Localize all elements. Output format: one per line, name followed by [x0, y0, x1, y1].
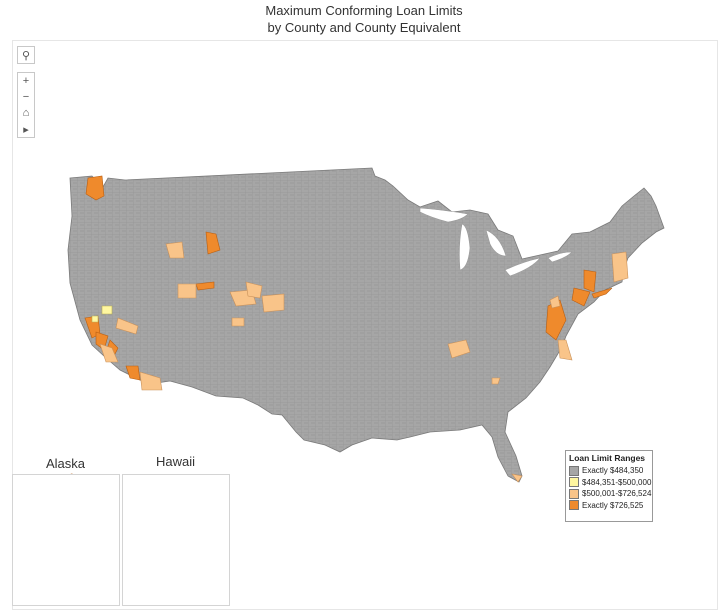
legend-swatch [569, 488, 579, 499]
alaska-label: Alaska [46, 456, 86, 471]
title-line-1: Maximum Conforming Loan Limits [265, 3, 463, 18]
legend: Loan Limit Ranges Exactly $484,350 $484,… [565, 450, 653, 522]
title-line-2: by County and County Equivalent [267, 20, 461, 35]
map-title: Maximum Conforming Loan Limits by County… [0, 2, 728, 36]
high-cost-counties[interactable] [84, 175, 613, 381]
zoom-out-button[interactable]: − [22, 91, 30, 103]
legend-label: $484,351-$500,000 [582, 477, 652, 487]
alaska-inset-frame [12, 474, 120, 606]
legend-item[interactable]: Exactly $484,350 [569, 465, 652, 477]
search-icon[interactable]: ⚲ [21, 49, 31, 62]
map-frame [12, 40, 718, 610]
home-icon[interactable]: ⌂ [22, 107, 30, 119]
zoom-in-button[interactable]: + [22, 75, 30, 87]
legend-label: Exactly $726,525 [582, 500, 644, 510]
legend-item[interactable]: $484,351-$500,000 [569, 477, 652, 489]
legend-item[interactable]: $500,001-$726,524 [569, 488, 652, 500]
low-mid-counties[interactable] [91, 305, 113, 323]
legend-swatch [569, 477, 579, 488]
hawaii-inset-frame [122, 474, 230, 606]
hawaii-label: Hawaii [156, 454, 196, 469]
legend-item[interactable]: Exactly $726,525 [569, 500, 652, 512]
great-lakes [419, 207, 573, 277]
legend-label: $500,001-$726,524 [582, 489, 652, 499]
legend-swatch [569, 465, 579, 476]
mid-cost-counties[interactable] [99, 241, 629, 483]
legend-label: Exactly $484,350 [582, 466, 644, 476]
play-icon[interactable]: ▸ [23, 123, 29, 136]
map-zoom-controls: + − ⌂ ▸ [17, 72, 35, 138]
map-search-button[interactable]: ⚲ [17, 46, 35, 64]
contiguous-us[interactable] [67, 167, 665, 483]
legend-swatch [569, 500, 579, 511]
legend-title: Loan Limit Ranges [569, 453, 646, 463]
